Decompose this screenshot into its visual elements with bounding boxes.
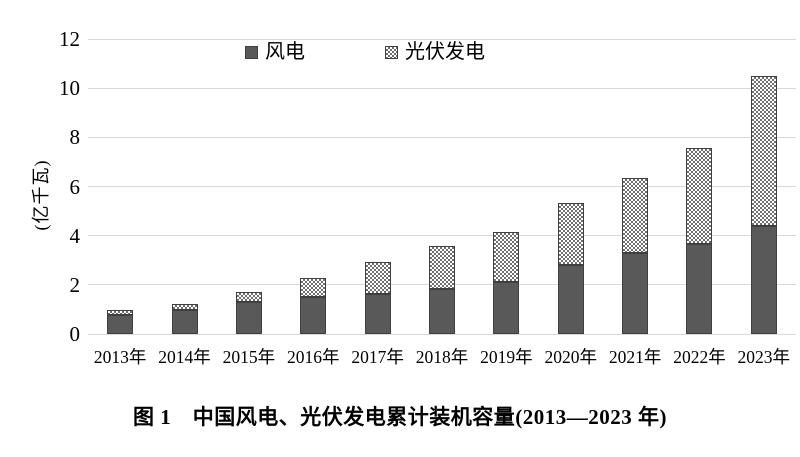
x-axis-label: 2016年 — [287, 347, 340, 367]
bar-segment-wind — [622, 253, 649, 334]
wind-swatch-icon — [245, 45, 258, 59]
bar-segment-pv — [622, 178, 649, 254]
x-axis-label: 2023年 — [737, 347, 791, 367]
bar-segment-wind — [750, 225, 777, 334]
x-axis-label: 2018年 — [415, 347, 469, 367]
gridline — [88, 38, 796, 40]
bar-segment-pv — [364, 261, 391, 294]
bar-segment-pv — [686, 147, 713, 245]
gridline — [88, 87, 796, 89]
y-tick-label: 10 — [59, 76, 80, 101]
legend-item-pv: 光伏发电 — [385, 42, 485, 62]
bar-segment-wind — [107, 315, 134, 334]
gridline — [88, 235, 796, 237]
x-axis-label: 2020年 — [544, 347, 597, 367]
y-tick-label: 6 — [69, 174, 81, 199]
x-axis-label: 2022年 — [673, 347, 726, 367]
y-tick-label: 0 — [69, 322, 81, 346]
bar-segment-pv — [300, 278, 327, 298]
bar-segment-wind — [235, 302, 262, 334]
bar-segment-wind — [429, 288, 455, 334]
bar-segment-wind — [686, 244, 713, 334]
bar-segment-pv — [429, 246, 455, 289]
gridline — [88, 186, 796, 187]
gridline — [88, 136, 796, 138]
y-tick-label: 8 — [69, 125, 81, 150]
bar-segment-pv — [171, 303, 198, 311]
x-axis-label: 2021年 — [608, 347, 662, 367]
bar-segment-wind — [493, 282, 520, 334]
legend-item-wind: 风电 — [245, 42, 305, 62]
pv-swatch-icon — [385, 45, 398, 59]
legend: 风电 光伏发电 — [245, 42, 485, 62]
y-tick-label: 12 — [59, 27, 80, 51]
bar-segment-pv — [557, 202, 584, 265]
x-axis-label: 2019年 — [480, 347, 533, 367]
plot-area — [88, 38, 796, 335]
x-axis-label: 2015年 — [222, 347, 276, 367]
bar-segment-pv — [750, 75, 777, 226]
y-tick-label: 2 — [69, 272, 81, 297]
x-axis-label: 2014年 — [158, 347, 211, 367]
x-axis-label: 2013年 — [93, 347, 147, 367]
bar-segment-pv — [235, 291, 262, 303]
y-tick-label: 4 — [69, 223, 81, 248]
bar-segment-pv — [107, 310, 134, 316]
legend-label-wind: 风电 — [265, 41, 305, 63]
figure-caption: 图 1 中国风电、光伏发电累计装机容量(2013—2023 年) — [133, 405, 667, 429]
bar-segment-wind — [557, 264, 584, 334]
bar-segment-wind — [171, 310, 198, 334]
bar-segment-wind — [364, 293, 391, 334]
x-axis-label: 2017年 — [351, 347, 404, 367]
bar-segment-wind — [300, 297, 327, 334]
bar-segment-pv — [493, 232, 520, 283]
gridline — [88, 333, 796, 335]
legend-label-pv: 光伏发电 — [405, 41, 485, 63]
